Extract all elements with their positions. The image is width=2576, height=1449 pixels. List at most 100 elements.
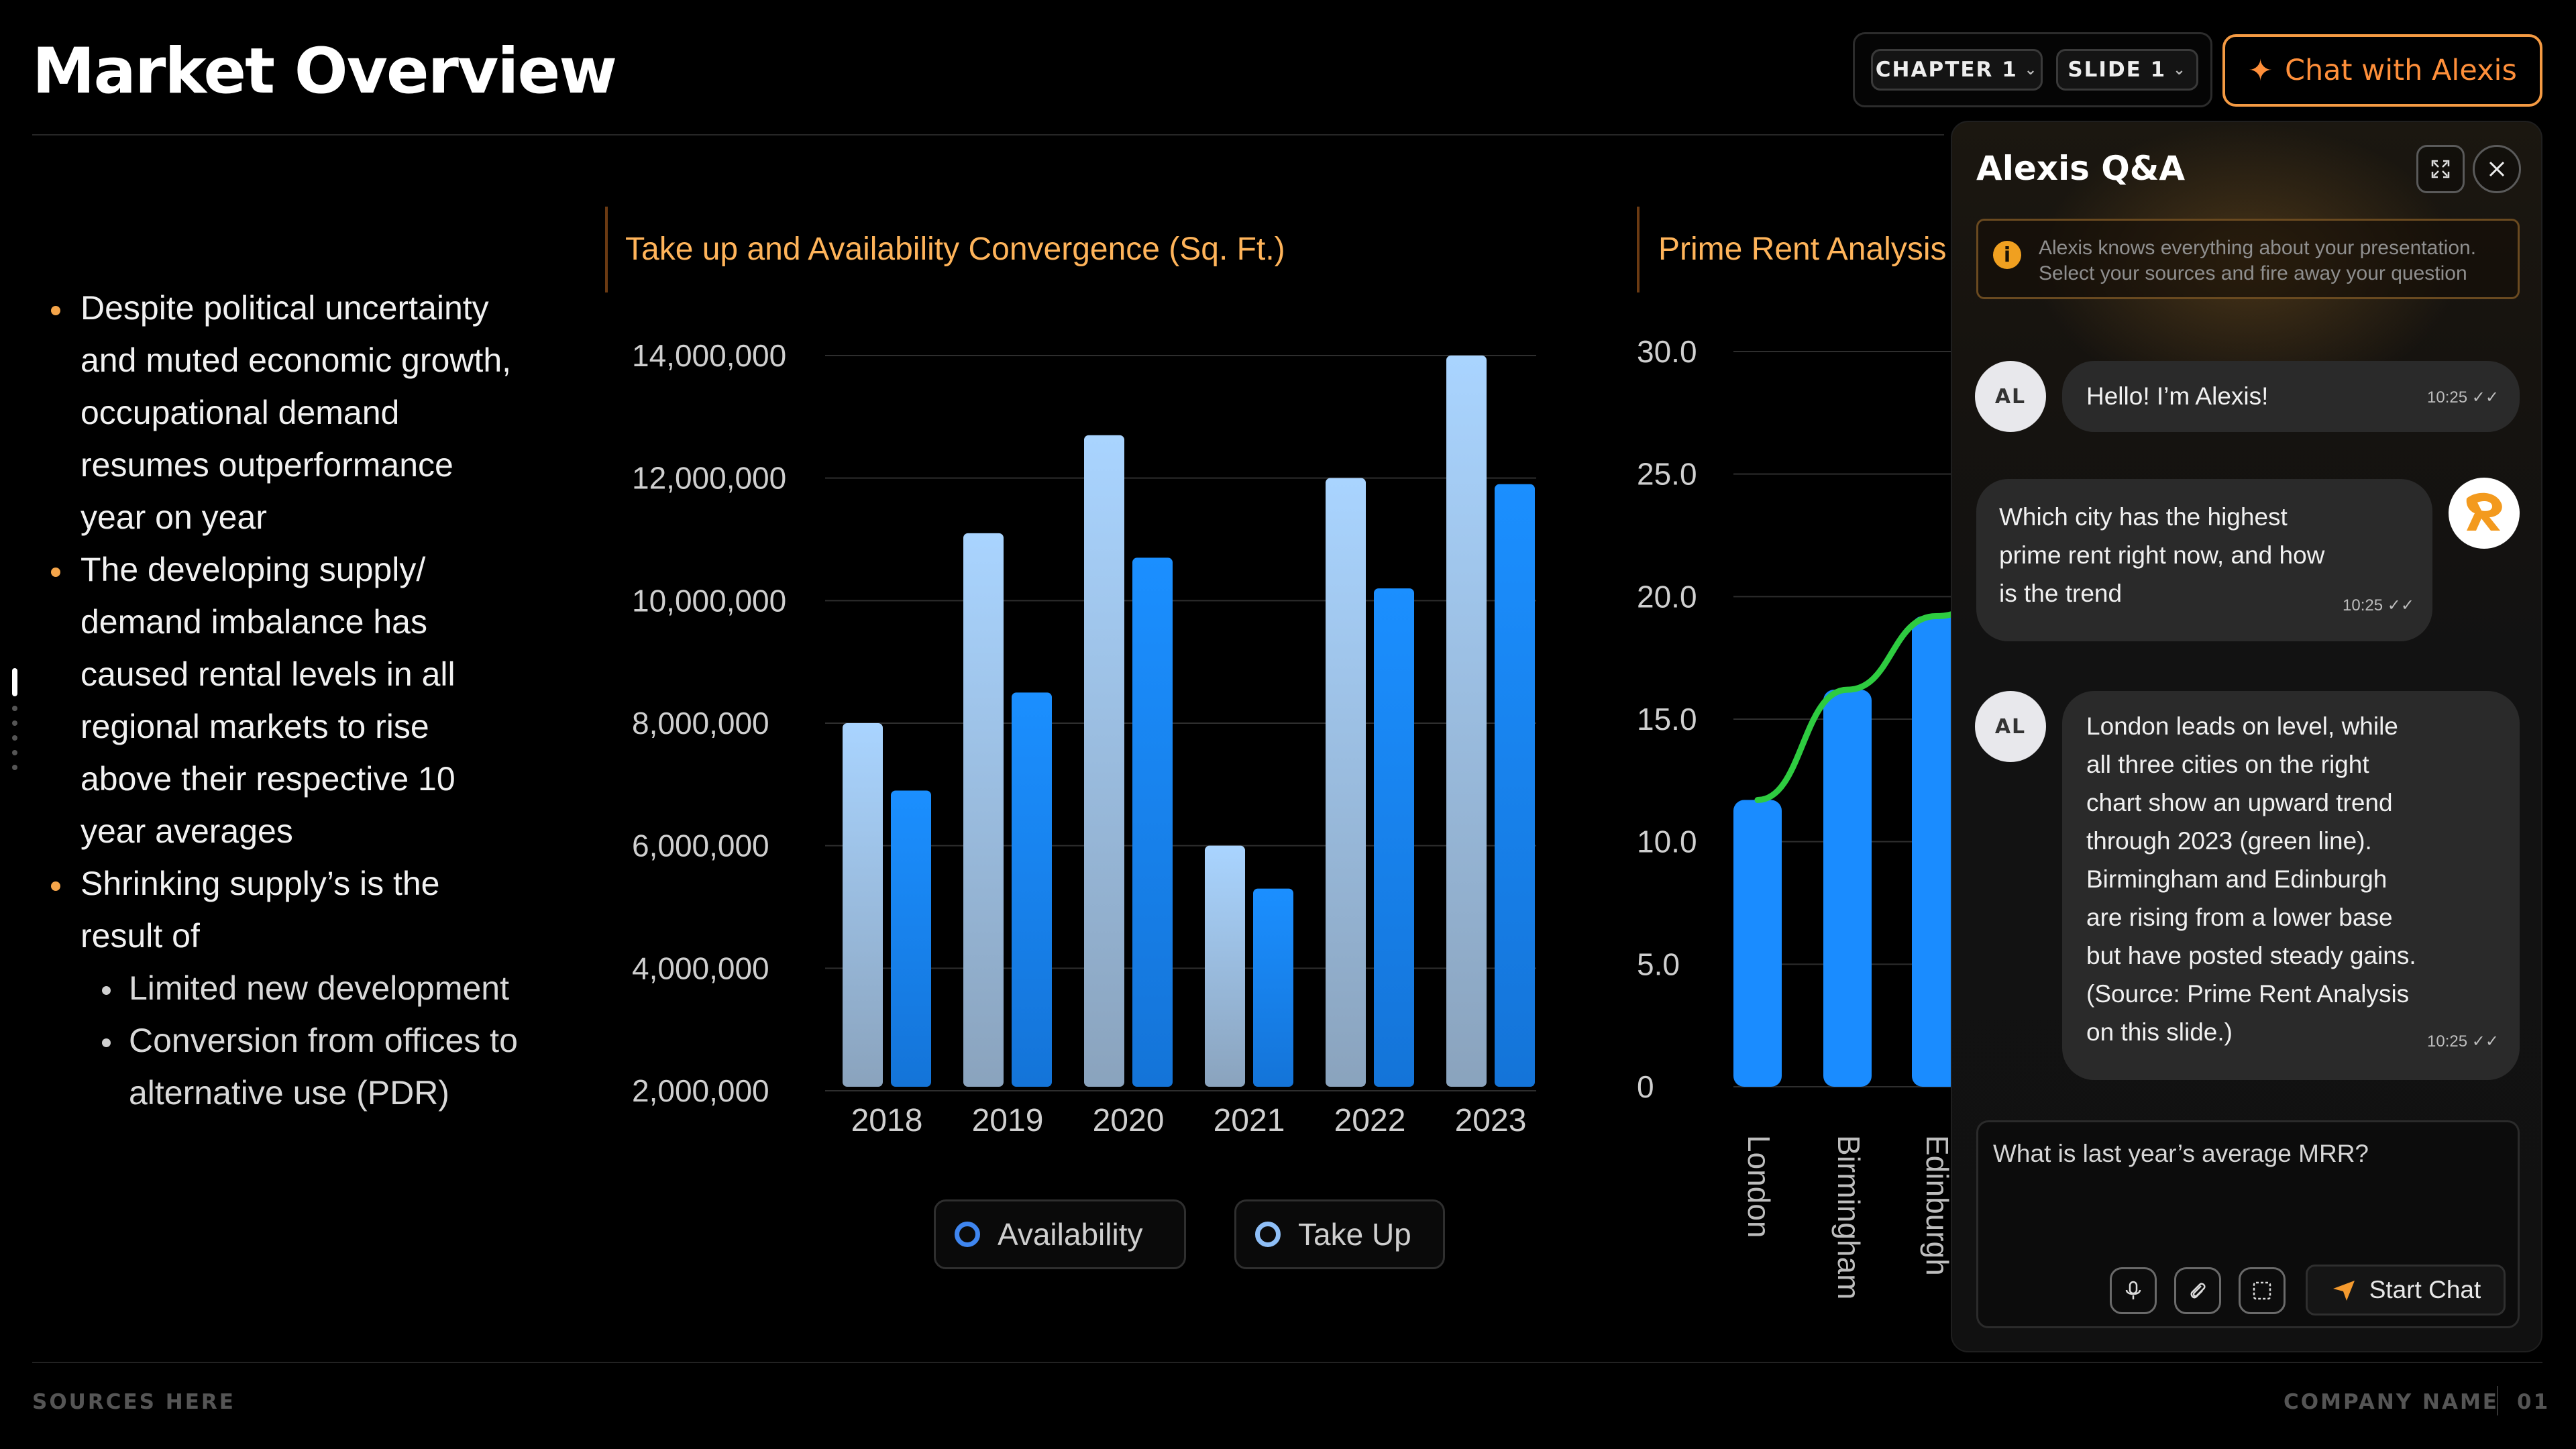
scroll-indicator-dot	[12, 735, 17, 741]
bar-availability	[1446, 356, 1487, 1087]
message-time: 10:25 ✓✓	[2427, 1032, 2499, 1051]
y-tick-label: 15.0	[1637, 702, 1697, 737]
microphone-button[interactable]	[2110, 1267, 2157, 1314]
message-text: London leads on level, while all three c…	[2086, 712, 2416, 1046]
bar-take-up	[1132, 557, 1173, 1087]
footer-divider	[32, 1362, 2542, 1363]
bar-availability	[1205, 845, 1245, 1087]
scroll-indicator-active	[12, 668, 17, 696]
start-chat-label: Start Chat	[2369, 1276, 2481, 1303]
y-tick-label: 20.0	[1637, 579, 1697, 614]
notice-text: Alexis knows everything about your prese…	[2039, 237, 2477, 284]
slide-navigation: CHAPTER 1 ⌄ SLIDE 1 ⌄	[1853, 32, 2212, 107]
bar-availability	[963, 533, 1004, 1087]
info-notice: i Alexis knows everything about your pre…	[1976, 219, 2520, 299]
page-title: Market Overview	[32, 35, 617, 108]
x-tick-label: 2023	[1455, 1103, 1527, 1138]
y-tick-label: 5.0	[1637, 947, 1680, 981]
footer-company: COMPANY NAME	[2284, 1390, 2499, 1414]
paperclip-icon	[2190, 1283, 2206, 1299]
bullet-item: Shrinking supply’s is the result of	[48, 857, 518, 962]
close-icon	[2489, 161, 2505, 177]
chapter-dropdown[interactable]: CHAPTER 1 ⌄	[1871, 49, 2043, 91]
legend-take-up[interactable]: Take Up	[1234, 1199, 1445, 1269]
rent-plot: 30.0 25.0 20.0 15.0 10.0 5.0 0 London Birmingham…	[1637, 334, 1951, 1299]
y-tick-label: 12,000,000	[632, 461, 786, 496]
scroll-indicator-dot	[12, 720, 17, 726]
user-logo-icon	[2466, 492, 2502, 531]
chat-button-label: Chat with Alexis	[2284, 54, 2517, 87]
y-tick-label: 14,000,000	[632, 338, 786, 373]
attach-button[interactable]	[2174, 1267, 2221, 1314]
expand-button[interactable]	[2416, 145, 2465, 193]
assistant-avatar: AL	[1975, 361, 2046, 432]
x-tick-label: 2021	[1214, 1103, 1285, 1138]
legend-availability-label: Availability	[998, 1217, 1143, 1252]
chat-input[interactable]	[1993, 1140, 2503, 1168]
footer-separator	[2497, 1386, 2498, 1415]
sub-bullet-item: Limited new development	[48, 962, 518, 1014]
y-tick-label: 0	[1637, 1069, 1654, 1104]
assistant-message: Hello! I’m Alexis! 10:25 ✓✓	[2062, 361, 2520, 432]
bar-availability	[1084, 435, 1124, 1087]
bar-chart-title: Take up and Availability Convergence (Sq…	[625, 231, 1285, 267]
prime-rent-chart: 30.0 25.0 20.0 15.0 10.0 5.0 0 London Birmingham…	[1637, 334, 1951, 1299]
bar-prime-rent	[1733, 800, 1782, 1087]
microphone-icon	[2125, 1281, 2141, 1299]
bar-prime-rent	[1912, 616, 1951, 1087]
chapter-label: CHAPTER 1	[1875, 58, 2018, 82]
y-tick-label: 6,000,000	[632, 828, 769, 863]
y-tick-label: 30.0	[1637, 334, 1697, 369]
rent-chart-title: Prime Rent Analysis	[1658, 231, 1947, 267]
bar-take-up	[1253, 888, 1293, 1087]
bar-availability	[843, 723, 883, 1087]
scroll-indicator-dot	[12, 750, 17, 755]
user-message: Which city has the highest prime rent ri…	[1976, 479, 2432, 641]
alexis-qa-panel: Alexis Q&A i Alexis knows everything abo…	[1951, 121, 2542, 1352]
x-tick-label: 2018	[851, 1103, 923, 1138]
scroll-indicator-dot	[12, 706, 17, 711]
sub-bullet-item: Conversion from offices to alternative u…	[48, 1014, 518, 1119]
legend-ring-icon	[1255, 1222, 1281, 1247]
bar-take-up	[891, 790, 931, 1087]
bullet-item: The developing supply/ demand imbalance …	[48, 543, 518, 857]
legend-availability[interactable]: Availability	[934, 1199, 1186, 1269]
chat-composer: Start Chat	[1976, 1120, 2520, 1328]
message-text: Which city has the highest prime rent ri…	[1999, 503, 2325, 607]
y-tick-label: 10.0	[1637, 824, 1697, 859]
bullet-list: Despite political uncertainty and muted …	[48, 282, 518, 1119]
slide-scroll-indicator[interactable]	[12, 668, 19, 780]
y-tick-label: 4,000,000	[632, 951, 769, 985]
chevron-down-icon: ⌄	[2024, 61, 2039, 78]
y-tick-label: 25.0	[1637, 457, 1697, 492]
chart-title-accent	[605, 207, 608, 292]
x-tick-label: 2020	[1093, 1103, 1165, 1138]
close-button[interactable]	[2473, 145, 2521, 193]
bar-take-up	[1374, 588, 1414, 1087]
legend-ring-icon	[955, 1222, 980, 1247]
message-time: 10:25 ✓✓	[2427, 388, 2499, 407]
legend-take-up-label: Take Up	[1298, 1217, 1411, 1252]
footer-page-number: 01	[2517, 1390, 2551, 1414]
y-tick-label: 2,000,000	[632, 1073, 769, 1108]
chevron-down-icon: ⌄	[2173, 61, 2187, 78]
assistant-message: London leads on level, while all three c…	[2062, 691, 2520, 1080]
footer-sources: SOURCES HERE	[32, 1390, 235, 1414]
scroll-indicator-dot	[12, 765, 17, 770]
chart-title-accent	[1637, 207, 1640, 292]
select-area-button[interactable]	[2239, 1267, 2286, 1314]
trend-line	[1754, 611, 1951, 804]
header-divider	[32, 134, 1944, 136]
slide-dropdown[interactable]: SLIDE 1 ⌄	[2056, 49, 2198, 91]
start-chat-button[interactable]: Start Chat	[2306, 1265, 2506, 1316]
x-tick-label: Birmingham	[1831, 1135, 1866, 1299]
bar-take-up	[1495, 484, 1535, 1087]
chat-with-alexis-button[interactable]: ✦ Chat with Alexis	[2222, 34, 2542, 107]
expand-icon	[2431, 160, 2450, 178]
panel-title: Alexis Q&A	[1976, 149, 2186, 188]
y-tick-label: 10,000,000	[632, 583, 786, 618]
info-icon: i	[1993, 241, 2021, 269]
slide-label: SLIDE 1	[2068, 58, 2167, 82]
selection-icon	[2253, 1281, 2271, 1300]
take-up-availability-chart: 14,000,000 12,000,000 10,000,000 8,000,000 6…	[632, 338, 1536, 1138]
